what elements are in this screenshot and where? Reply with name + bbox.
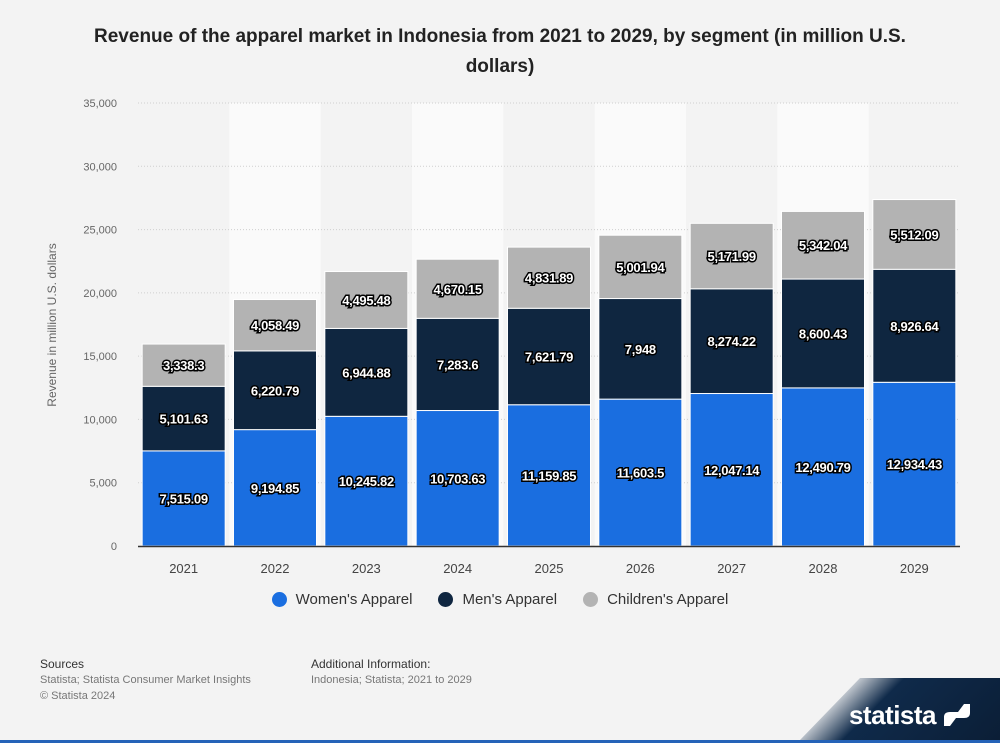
bar-women-s-apparel-2022 [233, 429, 317, 547]
data-label: 8,274.22 [708, 334, 756, 349]
bar-men-s-apparel-2026 [598, 298, 683, 400]
data-label: 5,512.09 [890, 227, 938, 242]
x-tick-label: 2022 [261, 561, 290, 576]
data-label: 5,101.63 [160, 412, 208, 427]
y-tick-label: 15,000 [83, 351, 117, 363]
legend-label: Women's Apparel [295, 591, 413, 608]
sources-heading: Sources [40, 657, 85, 671]
x-tick-label: 2027 [717, 561, 746, 576]
sources-block: Sources Statista; Statista Consumer Mark… [40, 656, 251, 704]
legend-label: Children's Apparel [607, 591, 729, 608]
data-label: 7,515.09 [160, 491, 208, 506]
y-tick-label: 30,000 [83, 161, 117, 173]
legend-item[interactable]: Children's Apparel [583, 591, 728, 608]
data-label: 12,047.14 [704, 463, 760, 478]
data-label: 4,670.15 [434, 282, 482, 297]
bar-men-s-apparel-2025 [507, 307, 591, 406]
y-tick-label: 5,000 [89, 478, 117, 490]
data-label: 5,001.94 [616, 260, 665, 275]
data-label: 6,944.88 [342, 365, 390, 380]
bar-men-s-apparel-2029 [872, 268, 957, 383]
y-axis-label: Revenue in million U.S. dollars [45, 243, 59, 406]
bar-women-s-apparel-2024 [415, 410, 500, 547]
data-label: 12,934.43 [887, 457, 942, 472]
data-label: 5,342.04 [799, 238, 848, 253]
bar-children-s-apparel-2027 [689, 222, 774, 290]
bar-men-s-apparel-2021 [141, 385, 226, 452]
x-tick-label: 2028 [809, 561, 838, 576]
x-tick-label: 2029 [900, 561, 929, 576]
statista-logo-icon [944, 704, 970, 726]
bar-men-s-apparel-2023 [324, 327, 409, 417]
x-tick-label: 2021 [169, 561, 198, 576]
bar-children-s-apparel-2028 [781, 210, 865, 280]
data-label: 9,194.85 [251, 481, 299, 496]
x-tick-label: 2025 [535, 561, 564, 576]
bar-chart: 0 5,000 10,000 15,000 20,000 25,000 30,000 35,0… [45, 98, 960, 576]
chart-title: Revenue of the apparel market in Indones… [94, 26, 906, 77]
data-label: 12,490.79 [795, 460, 850, 475]
bar-children-s-apparel-2023 [324, 271, 409, 329]
data-label: 8,600.43 [799, 326, 847, 341]
bar-men-s-apparel-2022 [233, 350, 317, 431]
y-tick-label: 10,000 [83, 414, 117, 426]
legend-label: Men's Apparel [462, 591, 558, 608]
bar-women-s-apparel-2028 [781, 387, 865, 547]
statista-logo-text: statista [848, 700, 937, 730]
data-label: 4,058.49 [251, 318, 299, 333]
data-label: 7,621.79 [525, 350, 573, 365]
bar-children-s-apparel-2026 [598, 234, 683, 300]
bar-women-s-apparel-2026 [598, 398, 683, 547]
bar-women-s-apparel-2025 [507, 404, 591, 547]
x-tick-label: 2024 [443, 561, 472, 576]
y-tick-label: 35,000 [83, 98, 117, 110]
bar-women-s-apparel-2023 [324, 415, 409, 547]
data-label: 6,220.79 [251, 383, 299, 398]
y-tick-label: 20,000 [83, 288, 117, 300]
bar-women-s-apparel-2029 [872, 381, 957, 547]
legend-marker [271, 592, 287, 607]
additional-info-heading: Additional Information: [311, 657, 431, 671]
bar-children-s-apparel-2029 [872, 199, 957, 270]
bar-women-s-apparel-2027 [689, 393, 774, 547]
data-label: 3,338.3 [163, 358, 204, 373]
additional-info-text: Indonesia; Statista; 2021 to 2029 [311, 674, 472, 686]
copyright-text: © Statista 2024 [40, 690, 116, 702]
legend-marker [438, 592, 454, 607]
data-label: 11,159.85 [522, 468, 576, 483]
sources-text: Statista; Statista Consumer Market Insig… [40, 674, 251, 686]
bar-women-s-apparel-2021 [141, 450, 226, 547]
additional-info-block: Additional Information: Indonesia; Stati… [311, 656, 472, 688]
data-label: 10,245.82 [339, 474, 394, 489]
data-label: 11,603.5 [617, 466, 665, 481]
bar-children-s-apparel-2021 [141, 343, 226, 387]
bar-men-s-apparel-2027 [689, 288, 774, 395]
y-tick-label: 0 [111, 541, 117, 553]
data-label: 8,926.64 [890, 319, 939, 334]
legend-marker [583, 592, 599, 607]
data-label: 5,171.99 [708, 249, 756, 264]
bar-children-s-apparel-2024 [415, 258, 500, 319]
data-label: 4,831.89 [525, 271, 573, 286]
data-label: 4,495.48 [342, 293, 390, 308]
legend-item[interactable]: Women's Apparel [271, 591, 413, 608]
bar-children-s-apparel-2022 [233, 299, 317, 352]
data-label: 7,948 [625, 342, 656, 357]
data-label: 7,283.6 [437, 357, 478, 372]
y-tick-label: 25,000 [83, 225, 117, 237]
x-tick-label: 2023 [352, 561, 381, 576]
bar-children-s-apparel-2025 [507, 246, 591, 309]
bar-men-s-apparel-2024 [415, 317, 500, 412]
bottom-accent-bar [0, 740, 1000, 743]
data-label: 10,703.63 [430, 471, 485, 486]
legend: Women's Apparel Men's Apparel Children's A… [0, 591, 1000, 608]
legend-item[interactable]: Men's Apparel [438, 591, 557, 608]
x-tick-label: 2026 [626, 561, 655, 576]
